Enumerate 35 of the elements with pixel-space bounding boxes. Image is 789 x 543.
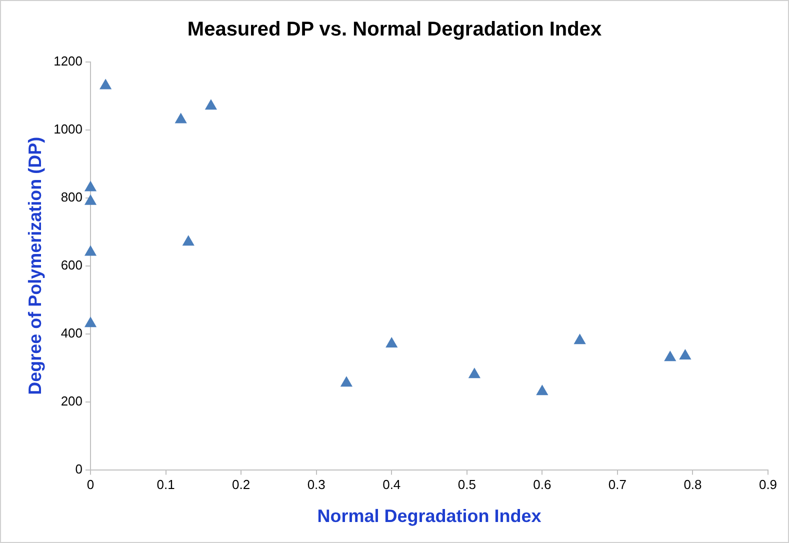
y-tick-label: 600 (60, 257, 83, 272)
point (468, 368, 480, 378)
y-tick-label: 800 (60, 190, 83, 205)
point (84, 181, 96, 192)
x-tick-label: 0.1 (156, 477, 175, 492)
point (340, 376, 352, 387)
y-axis-title: Degree of Polymerization (DP) (24, 136, 45, 395)
point (84, 194, 96, 205)
point (182, 236, 194, 246)
point (664, 351, 676, 362)
x-tick-label: 0.7 (608, 477, 626, 492)
x-tick-label: 0.9 (758, 477, 778, 492)
x-tick-label: 0 (86, 477, 94, 492)
x-tick-label: 0.4 (382, 477, 401, 492)
x-tick-label: 0.2 (232, 477, 250, 492)
x-axis-title: Normal Degradation Index (317, 506, 542, 526)
y-tick-label: 200 (60, 393, 83, 408)
point (84, 317, 96, 328)
point (574, 334, 586, 344)
y-tick-label: 1200 (54, 54, 83, 69)
point (100, 79, 112, 90)
point (680, 349, 691, 360)
point (386, 338, 398, 348)
y-tick-label: 400 (60, 325, 83, 340)
point (84, 246, 96, 256)
x-tick-label: 0.5 (458, 477, 476, 492)
x-tick-label: 0.8 (684, 477, 702, 492)
y-tick-label: 0 (75, 461, 83, 476)
x-tick-label: 0.3 (307, 477, 326, 492)
chart-title: Measured DP vs. Normal Degradation Index (187, 18, 602, 41)
y-tick-label: 1000 (54, 122, 83, 137)
point (536, 385, 548, 396)
point (205, 100, 217, 110)
x-tick-label: 0.6 (533, 477, 552, 492)
point (175, 113, 187, 124)
